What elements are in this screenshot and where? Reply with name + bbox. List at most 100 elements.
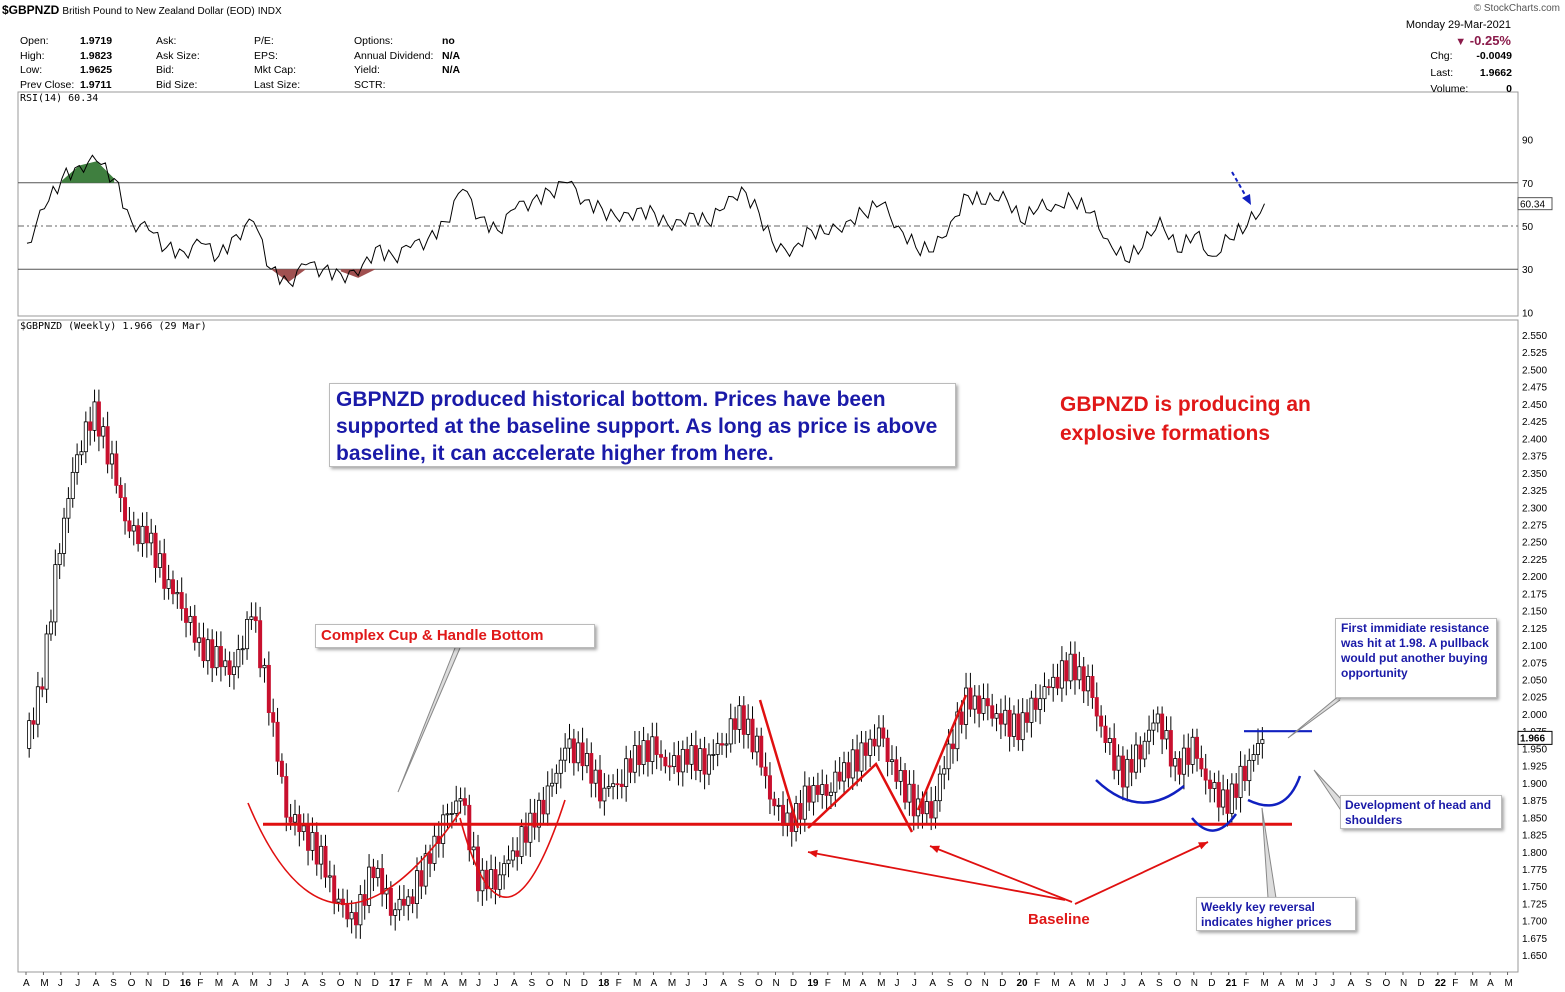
- candle-body: [885, 737, 890, 762]
- candle-body: [746, 718, 751, 735]
- candle-body: [484, 869, 489, 890]
- candle-body: [175, 592, 180, 595]
- candle-body: [650, 736, 655, 762]
- symbol-description: British Pound to New Zealand Dollar (EOD…: [62, 6, 255, 17]
- rsi-tick-label: 90: [1522, 136, 1534, 147]
- x-tick-label: A: [1278, 978, 1285, 989]
- x-tick-label: J: [685, 978, 690, 989]
- candle-body: [227, 660, 232, 675]
- stat-label: Last:: [1430, 66, 1454, 79]
- candle-body: [733, 718, 738, 730]
- x-tick-label: 21: [1226, 978, 1238, 989]
- exchange: INDX: [257, 6, 282, 17]
- candle-body: [571, 738, 576, 764]
- quote-stats-right: Chg: -0.0049 Last: 1.9662 Volume: 0: [1429, 48, 1513, 98]
- candle-body: [1064, 660, 1069, 682]
- candle-body: [606, 786, 611, 789]
- x-tick-label: A: [511, 978, 518, 989]
- candle-body: [27, 720, 32, 749]
- price-tick-label: 2.000: [1522, 710, 1547, 721]
- price-tick-label: 1.750: [1522, 882, 1547, 893]
- price-tick-label: 2.175: [1522, 589, 1547, 600]
- candle-body: [1242, 765, 1247, 782]
- callout-pointer: [1287, 689, 1347, 739]
- candle-body: [197, 637, 202, 643]
- candle-body: [1077, 666, 1082, 681]
- candle-body: [223, 660, 228, 668]
- candle-body: [663, 756, 668, 767]
- candle-body: [1055, 676, 1060, 689]
- arrow-head: [1198, 842, 1208, 850]
- candle-body: [271, 712, 276, 723]
- candle-body: [179, 592, 184, 609]
- candle-body: [532, 812, 537, 828]
- x-tick-label: J: [703, 978, 708, 989]
- price-tick-label: 1.725: [1522, 899, 1547, 910]
- cup-arc: [247, 802, 461, 905]
- candle-body: [802, 785, 807, 820]
- candle-body: [332, 875, 337, 903]
- x-tick-label: M: [215, 978, 223, 989]
- candle-body: [35, 686, 40, 725]
- candle-body: [972, 695, 977, 710]
- candle-body: [737, 705, 742, 730]
- price-tick-label: 2.500: [1522, 365, 1547, 376]
- explosive-formation-text: GBPNZD is producing an explosive formati…: [1060, 393, 1311, 445]
- x-tick-label: N: [982, 978, 989, 989]
- stat-label: P/E:: [254, 35, 274, 47]
- candle-body: [702, 748, 707, 775]
- candle-body: [502, 863, 507, 876]
- candle-body: [950, 743, 955, 750]
- head-arc: [1191, 813, 1238, 832]
- candle-body: [811, 785, 816, 803]
- x-tick-label: S: [947, 978, 954, 989]
- candle-body: [929, 801, 934, 819]
- candle-body: [911, 783, 916, 817]
- candle-body: [445, 813, 450, 816]
- candle-body: [1208, 779, 1213, 789]
- resistance-note-box: First immidiate resistance was hit at 1.…: [1335, 618, 1497, 698]
- candle-body: [170, 579, 175, 595]
- x-tick-label: 22: [1435, 978, 1447, 989]
- candle-body: [1116, 755, 1121, 771]
- candle-body: [637, 745, 642, 765]
- candle-body: [1068, 653, 1073, 682]
- candle-body: [611, 783, 616, 788]
- x-tick-label: A: [1348, 978, 1355, 989]
- candle-body: [1129, 758, 1134, 773]
- right-shoulder-arc: [1247, 775, 1302, 807]
- arrow-head: [1242, 194, 1251, 205]
- candle-body: [855, 749, 860, 772]
- candle-body: [127, 520, 132, 532]
- price-tick-label: 1.875: [1522, 796, 1547, 807]
- quote-stats: Open: 1.9719 Ask: P/E: Options: no High:…: [20, 34, 472, 92]
- candle-body: [1072, 653, 1077, 681]
- stat-label: Open:: [20, 35, 49, 47]
- candle-body: [1033, 697, 1038, 710]
- candle-body: [964, 687, 969, 725]
- candle-body: [493, 869, 498, 890]
- price-tick-label: 2.425: [1522, 417, 1547, 428]
- stat-label: Ask:: [156, 35, 177, 47]
- stat-label: SCTR:: [354, 78, 386, 91]
- price-tick-label: 2.025: [1522, 693, 1547, 704]
- candle-body: [859, 742, 864, 772]
- x-tick-label: N: [1191, 978, 1198, 989]
- candle-body: [349, 912, 354, 920]
- x-tick-label: A: [1487, 978, 1494, 989]
- stat-label: Chg:: [1430, 50, 1453, 62]
- candle-body: [563, 747, 568, 761]
- stat-value: 1.9823: [80, 49, 113, 62]
- x-tick-label: J: [912, 978, 917, 989]
- candle-body: [828, 791, 833, 796]
- candle-body: [118, 484, 123, 499]
- callout-pointer: [1313, 769, 1343, 813]
- candle-body: [109, 453, 114, 465]
- x-tick-label: F: [1243, 978, 1249, 989]
- pattern-overlays: [247, 171, 1347, 905]
- candle-body: [428, 853, 433, 864]
- candle-body: [279, 760, 284, 777]
- candle-body: [519, 826, 524, 857]
- candle-body: [706, 754, 711, 775]
